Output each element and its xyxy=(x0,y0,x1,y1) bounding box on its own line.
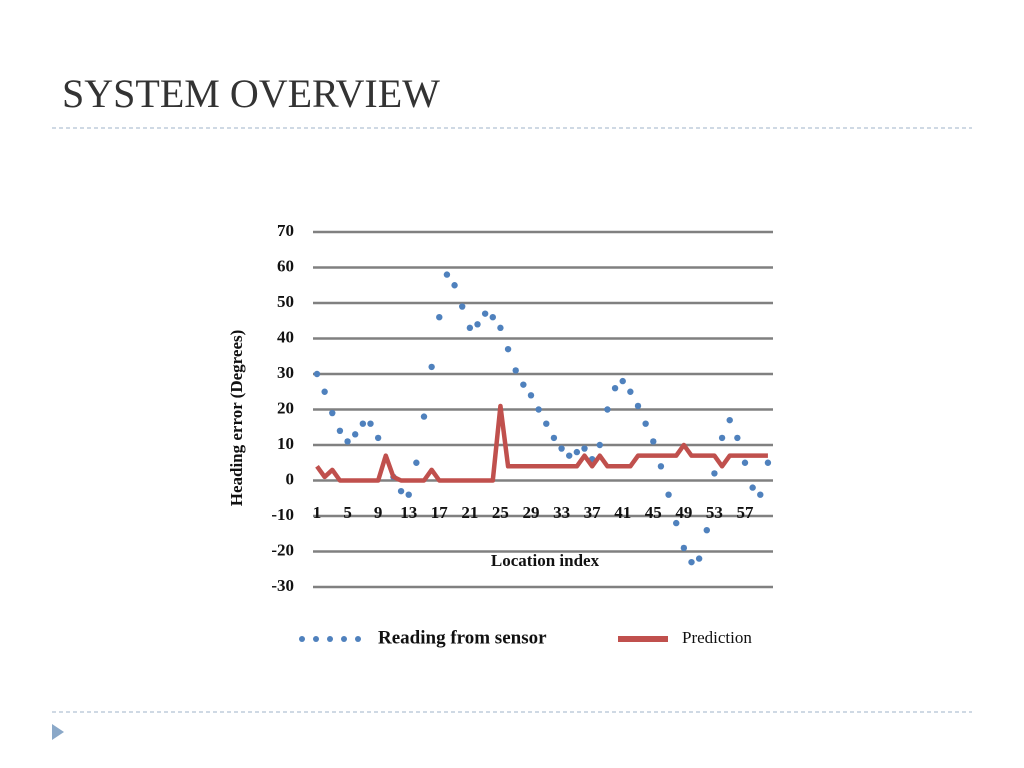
data-line xyxy=(315,403,768,483)
data-point xyxy=(757,491,764,498)
x-tick-label: 1 xyxy=(313,503,322,522)
legend-swatch xyxy=(299,636,305,642)
y-tick-label: -10 xyxy=(271,505,294,524)
data-point xyxy=(344,438,351,445)
data-point xyxy=(451,282,458,289)
data-point xyxy=(619,377,626,385)
x-tick-label: 5 xyxy=(343,503,352,522)
y-tick-label: 40 xyxy=(277,327,294,346)
data-point xyxy=(352,431,359,438)
legend-swatch xyxy=(313,636,319,642)
data-point xyxy=(703,527,710,534)
data-point xyxy=(596,441,603,449)
x-tick-label: 37 xyxy=(584,503,602,522)
x-tick-label: 57 xyxy=(737,503,755,522)
data-point xyxy=(336,427,344,434)
data-point xyxy=(573,448,581,456)
y-axis-label: Heading error (Degrees) xyxy=(227,330,246,507)
legend-label: Prediction xyxy=(682,628,752,647)
data-point xyxy=(313,370,321,378)
slide-title: SYSTEM OVERVIEW xyxy=(62,71,440,116)
data-point xyxy=(665,491,672,498)
data-point xyxy=(657,463,665,470)
data-point xyxy=(489,314,496,321)
y-tick-label: -20 xyxy=(271,540,294,559)
x-axis-label: Location index xyxy=(491,551,600,570)
legend-swatch xyxy=(355,636,361,642)
data-point xyxy=(367,420,374,427)
data-point xyxy=(543,420,550,427)
data-point xyxy=(474,321,481,328)
data-point xyxy=(711,470,718,477)
data-point xyxy=(566,452,573,459)
data-point xyxy=(397,487,405,495)
data-point xyxy=(459,303,466,310)
data-point xyxy=(359,420,367,427)
x-tick-label: 13 xyxy=(400,503,417,522)
x-tick-label: 33 xyxy=(553,503,570,522)
data-point xyxy=(604,406,611,413)
data-point xyxy=(673,519,680,527)
x-tick-label: 9 xyxy=(374,503,383,522)
data-point xyxy=(558,445,565,452)
data-point xyxy=(741,459,749,466)
data-point xyxy=(497,324,504,332)
data-point xyxy=(611,385,619,392)
data-point xyxy=(520,381,527,388)
data-point xyxy=(581,445,588,452)
data-point xyxy=(405,491,412,498)
data-point xyxy=(321,388,328,395)
data-point xyxy=(466,324,474,332)
y-tick-label: 20 xyxy=(277,398,294,417)
data-point xyxy=(642,420,649,427)
legend-swatch xyxy=(341,636,347,642)
data-point xyxy=(734,434,741,442)
data-point xyxy=(535,406,542,413)
x-tick-label: 29 xyxy=(523,503,540,522)
x-tick-label: 53 xyxy=(706,503,723,522)
x-tick-label: 25 xyxy=(492,503,509,522)
data-point xyxy=(627,388,634,395)
data-point xyxy=(527,392,535,399)
y-tick-label: 70 xyxy=(277,221,294,240)
data-point xyxy=(650,438,657,445)
data-point xyxy=(512,367,519,374)
bullet-icon xyxy=(52,724,64,740)
data-point xyxy=(764,459,772,466)
legend-label: Reading from sensor xyxy=(378,627,547,648)
y-tick-label: 50 xyxy=(277,292,294,311)
y-tick-label: 10 xyxy=(277,434,294,453)
data-point xyxy=(420,413,428,420)
data-point xyxy=(413,459,420,466)
data-point xyxy=(634,402,642,410)
legend-swatch xyxy=(327,636,333,642)
x-tick-label: 45 xyxy=(645,503,662,522)
x-tick-label: 41 xyxy=(614,503,631,522)
x-tick-label: 49 xyxy=(675,503,692,522)
data-point xyxy=(443,271,451,278)
data-point xyxy=(726,416,733,424)
data-point xyxy=(504,345,512,353)
data-point xyxy=(688,558,695,566)
x-tick-label: 21 xyxy=(461,503,478,522)
y-tick-label: 30 xyxy=(277,363,294,382)
data-point xyxy=(695,555,703,562)
data-point xyxy=(436,314,443,321)
data-point xyxy=(481,310,489,317)
y-tick-label: 0 xyxy=(286,469,295,488)
data-point xyxy=(718,434,726,442)
data-point xyxy=(749,484,756,491)
data-point xyxy=(329,409,336,417)
data-point xyxy=(428,363,435,371)
legend-swatch xyxy=(618,636,668,642)
y-tick-label: 60 xyxy=(277,256,294,275)
x-tick-label: 17 xyxy=(431,503,449,522)
data-point xyxy=(374,434,382,442)
data-point xyxy=(550,434,558,442)
data-point xyxy=(680,544,688,552)
y-tick-label: -30 xyxy=(271,576,294,595)
